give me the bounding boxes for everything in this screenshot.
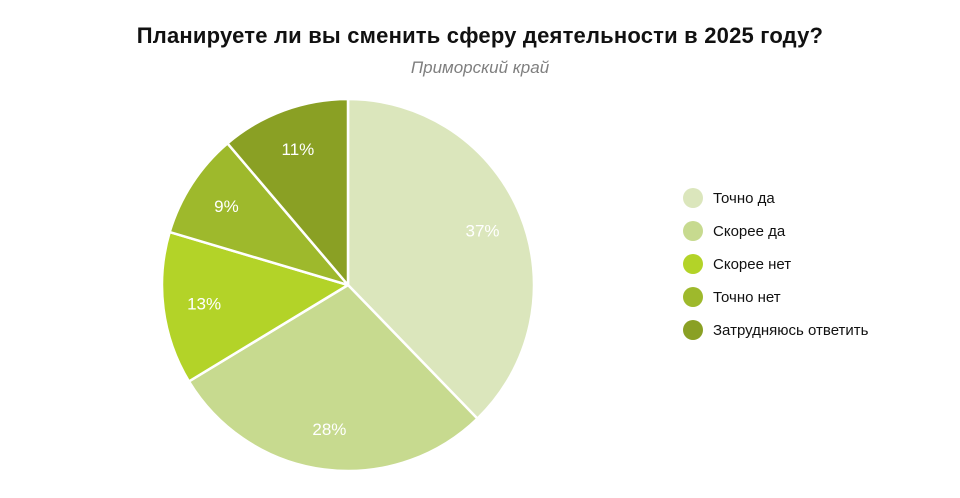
pie-chart-svg: 37% 28% 13% 9% 11%: [160, 97, 536, 473]
legend-label: Точно да: [713, 189, 775, 207]
pie-slice-label: 28%: [312, 420, 346, 439]
legend-label: Скорее да: [713, 222, 786, 240]
pie-slice-4: [168, 142, 350, 287]
legend-swatch-icon: [683, 188, 703, 208]
legend-swatch-icon: [683, 254, 703, 274]
legend-label: Точно нет: [713, 288, 781, 306]
pie-slice-label: 11%: [282, 140, 315, 159]
pie-slice-2: [187, 283, 479, 473]
legend-item-1: Точно да: [683, 188, 868, 208]
legend-item-4: Точно нет: [683, 287, 868, 307]
legend-item-3: Скорее нет: [683, 254, 868, 274]
pie-slice-3: [160, 230, 350, 383]
legend-label: Затрудняюсь ответить: [713, 321, 869, 339]
pie-chart: 37% 28% 13% 9% 11%: [148, 85, 548, 485]
legend-swatch-icon: [683, 221, 703, 241]
pie-slice-label: 13%: [187, 295, 221, 314]
legend-swatch-icon: [683, 287, 703, 307]
chart-title: Планируете ли вы сменить сферу деятельно…: [136, 23, 824, 48]
legend-item-2: Скорее да: [683, 221, 868, 241]
pie-slice-label: 9%: [214, 197, 239, 216]
pie-slice-1: [346, 97, 536, 420]
legend-swatch-icon: [683, 320, 703, 340]
legend: Точно да Скорее да Скорее нет Точно нет Затр…: [683, 188, 868, 340]
chart-subtitle: Приморский край: [410, 58, 550, 77]
legend-label: Скорее нет: [713, 255, 792, 273]
pie-slice-label: 37%: [465, 222, 499, 241]
legend-item-5: Затрудняюсь ответить: [683, 320, 868, 340]
pie-slice-5: [226, 97, 350, 287]
